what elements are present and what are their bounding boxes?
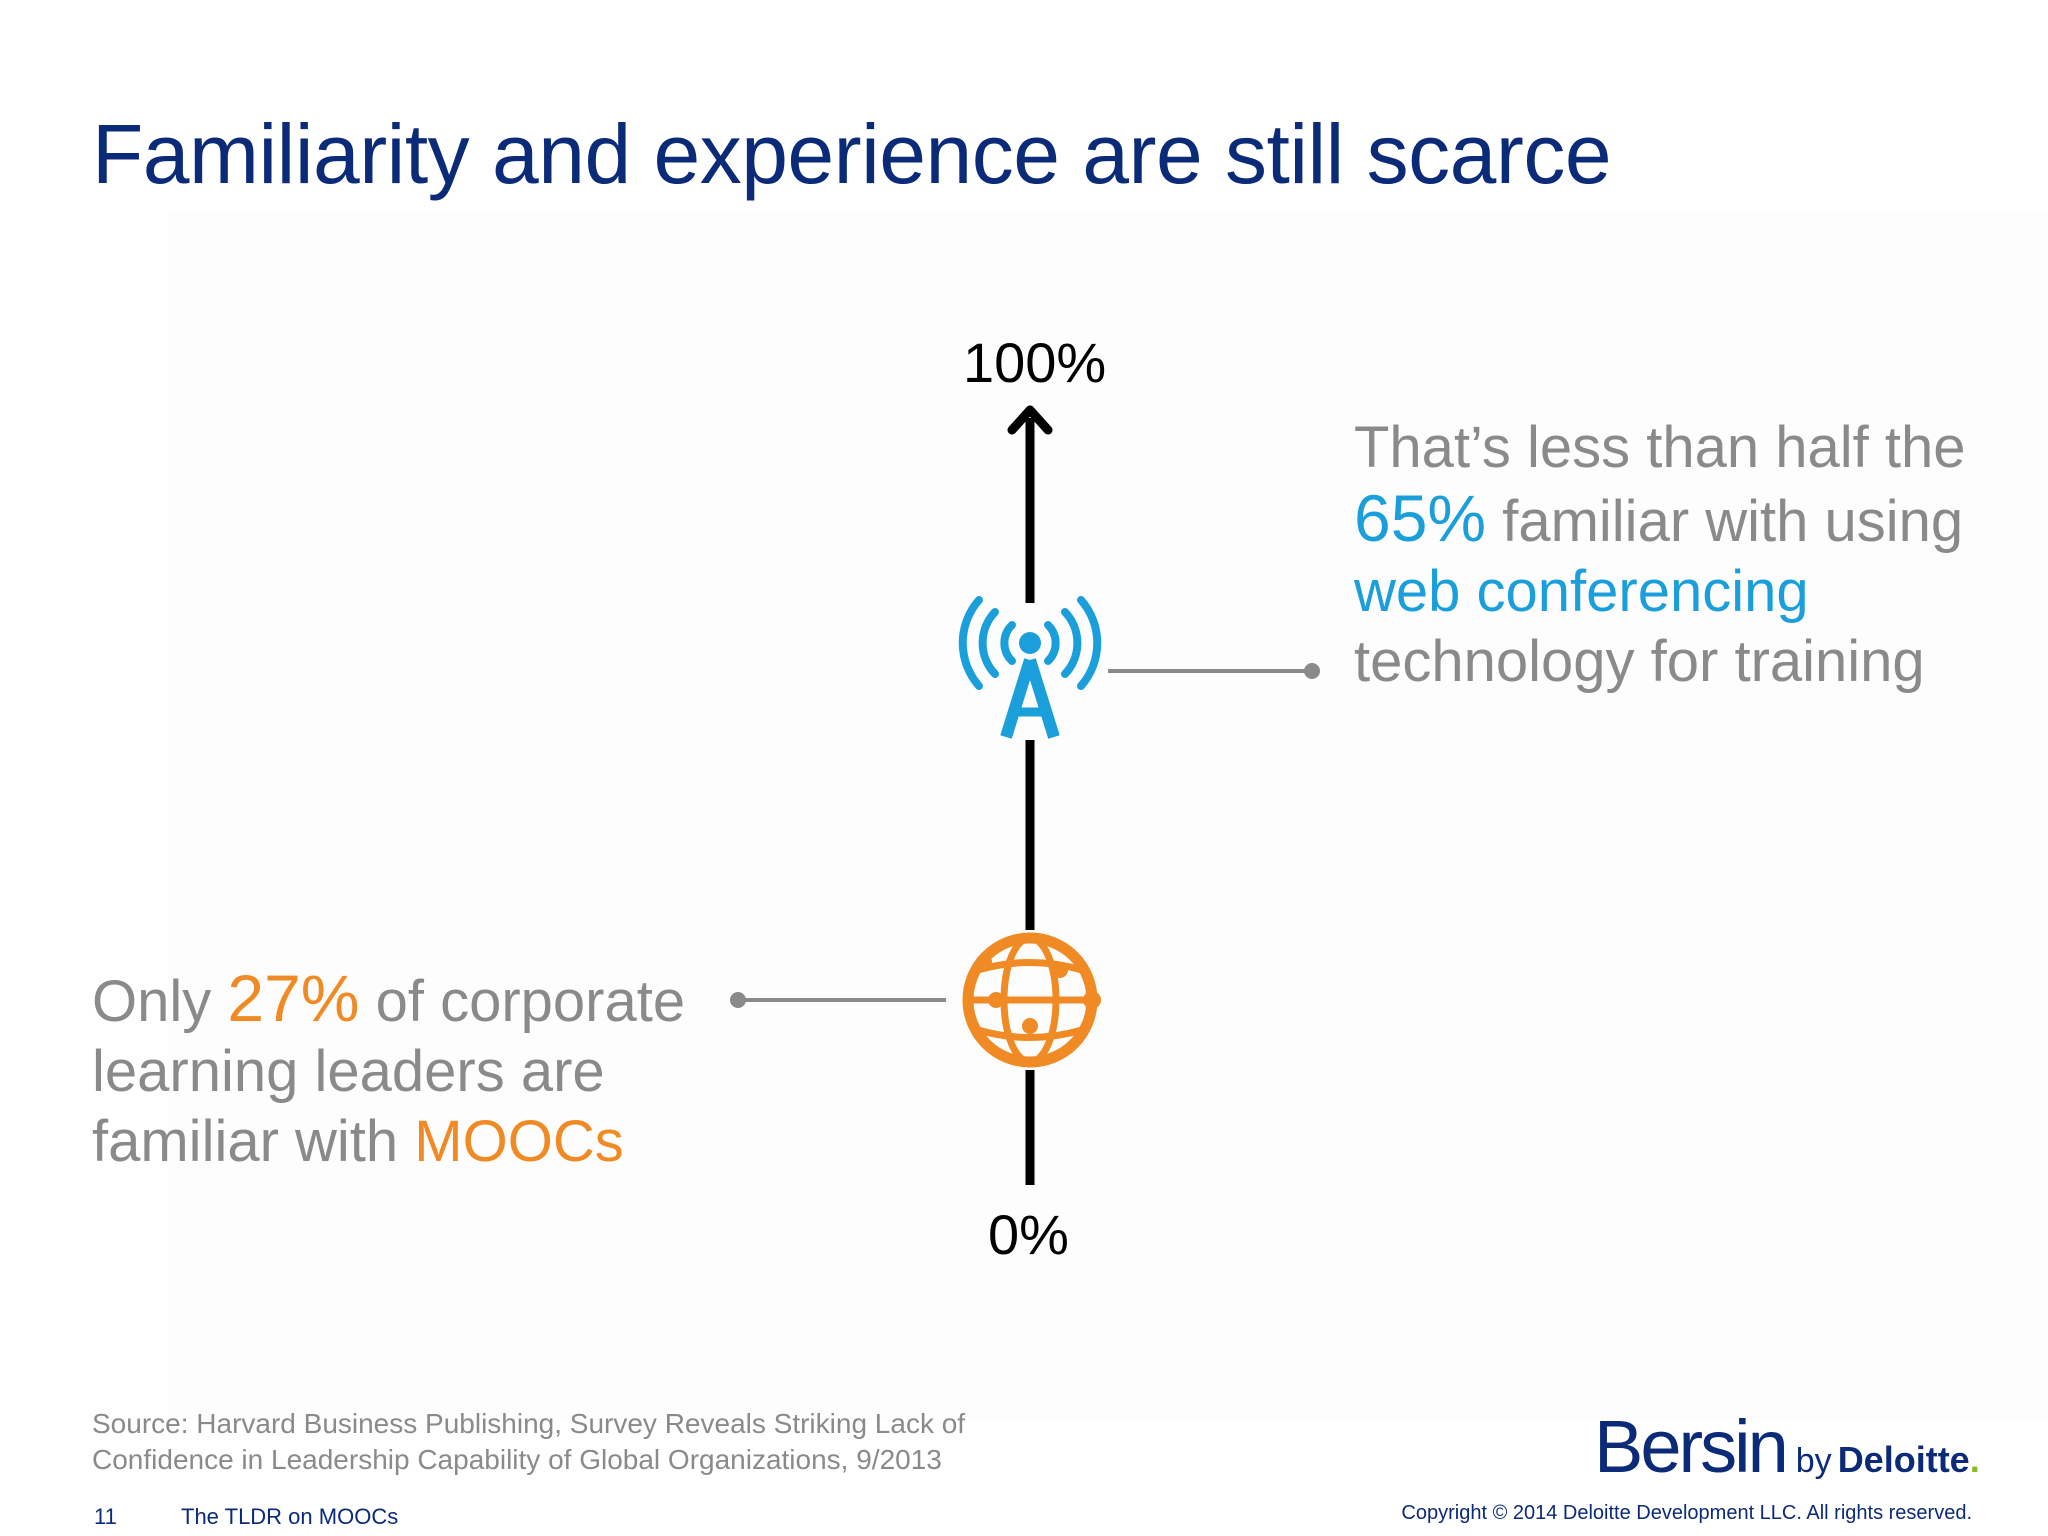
logo-brand: Bersin [1594,1405,1789,1488]
callout-line: Only 27% of corporate [92,963,685,1037]
callout-text: of corporate [359,969,686,1034]
slide-title: Familiarity and experience are still sca… [92,107,1612,201]
callout-line: That’s less than half the [1354,415,1966,480]
axis-arrow-icon [1007,405,1053,435]
axis-bottom-label: 0% [988,1203,1069,1266]
callout-text: familiar with [92,1109,415,1174]
globe-network-icon [962,932,1101,1068]
logo-dot: . [1969,1439,1980,1480]
logo-by: by [1795,1442,1832,1480]
connector-moocs [730,992,946,1008]
callout-line: 65% familiar with using [1354,483,1966,557]
connector-web-conferencing [1108,663,1320,679]
source-note: Source: Harvard Business Publishing, Sur… [92,1406,965,1478]
highlight-value: 27% [227,961,360,1035]
highlight-text: MOOCs [414,1109,624,1174]
callout-line: learning leaders are [92,1039,605,1104]
callout-moocs: Only 27% of corporate learning leaders a… [92,963,685,1177]
callout-text: familiar with using [1486,489,1964,554]
highlight-value: 65% [1354,481,1487,555]
callout-line: familiar with MOOCs [92,1107,685,1177]
callout-line: technology for training [1354,629,1925,694]
bersin-logo: Bersin by Deloitte. [1594,1404,1980,1489]
source-line: Confidence in Leadership Capability of G… [92,1444,942,1475]
radio-tower-icon [958,596,1102,739]
page-number: 11 [94,1504,117,1529]
logo-company: Deloitte [1837,1439,1970,1480]
callout-web-conferencing: That’s less than half the 65% familiar w… [1354,413,1966,697]
copyright-notice: Copyright © 2014 Deloitte Development LL… [1401,1502,1972,1524]
callout-line: web conferencing [1354,559,1809,624]
axis-top-label: 100% [963,331,1107,394]
source-line: Source: Harvard Business Publishing, Sur… [92,1408,966,1439]
content-panel [168,212,2048,1420]
footer-title: The TLDR on MOOCs [181,1504,399,1529]
callout-text: Only [92,969,228,1034]
